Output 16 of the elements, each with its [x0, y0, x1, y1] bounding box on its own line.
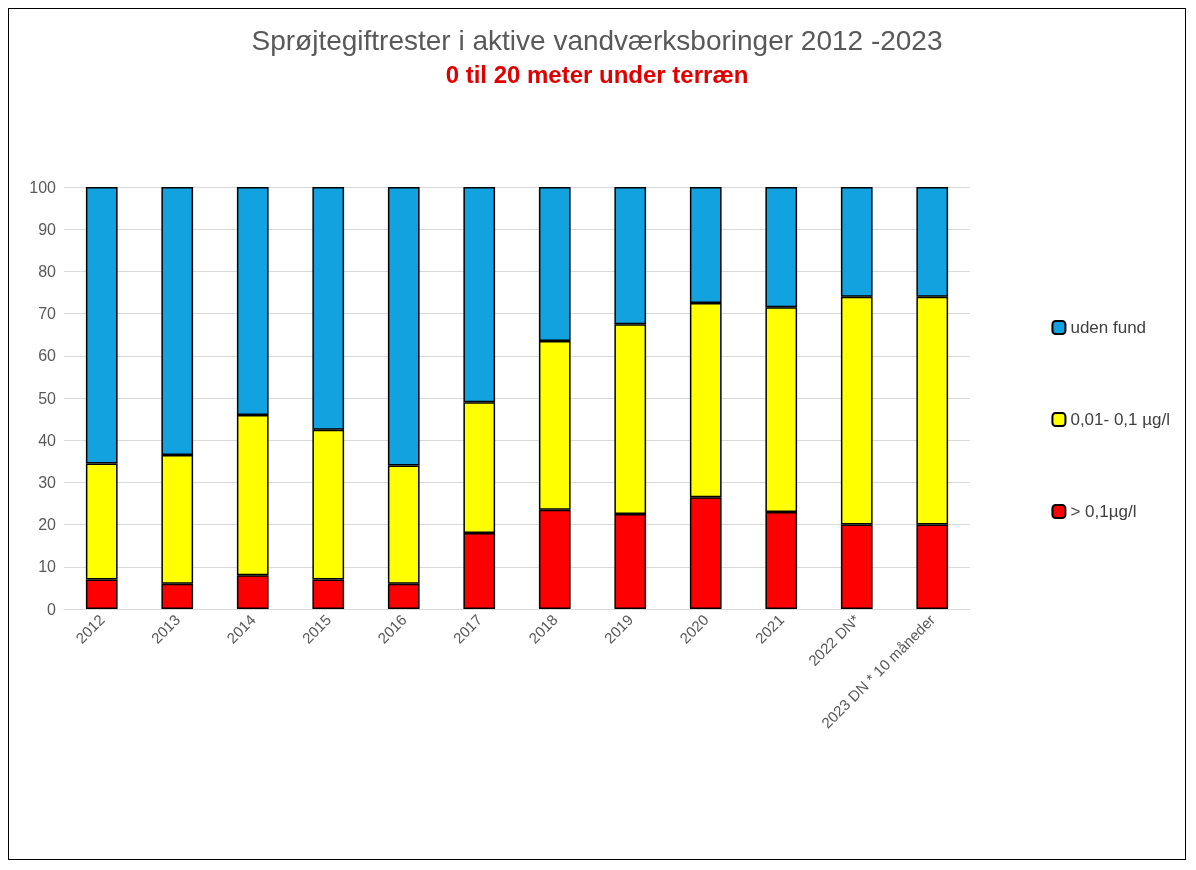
legend-label: uden fund: [1070, 318, 1147, 337]
y-tick-label: 20: [38, 516, 57, 534]
y-tick-label: 50: [38, 389, 57, 407]
chart-title: Sprøjtegiftrester i aktive vandværksboringer 2012 -2023: [251, 24, 943, 56]
chart-subtitle: 0 til 20 meter under terræn: [445, 60, 749, 88]
y-tick-label: 100: [29, 178, 57, 196]
y-tick-label: 80: [38, 262, 57, 280]
legend-label: 0,01- 0,1 µg/l: [1070, 410, 1170, 429]
y-tick-label: 10: [38, 558, 57, 576]
legend-label: > 0,1µg/l: [1070, 502, 1137, 521]
y-tick-label: 70: [38, 305, 57, 323]
y-tick-label: 40: [38, 431, 57, 449]
y-tick-label: 30: [38, 473, 57, 491]
y-tick-label: 0: [47, 600, 57, 618]
y-tick-label: 90: [38, 220, 57, 238]
y-tick-label: 60: [38, 347, 57, 365]
